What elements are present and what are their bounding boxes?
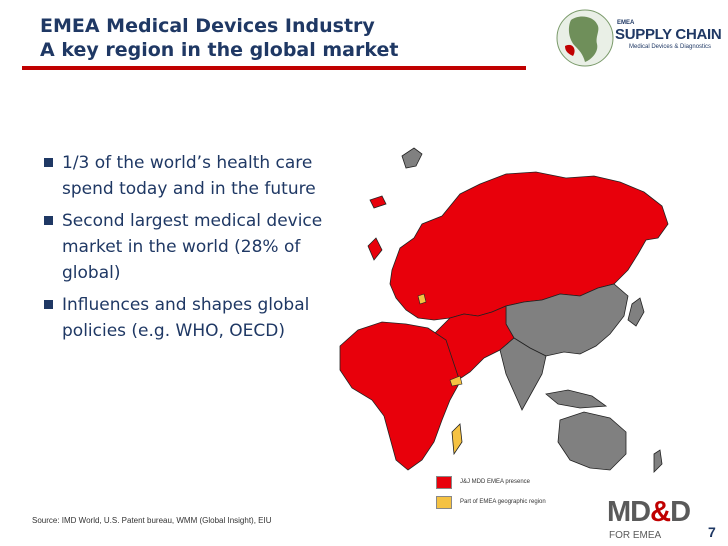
bullet-text: Second largest medical device market in … bbox=[62, 211, 323, 283]
square-bullet-icon bbox=[44, 216, 53, 225]
map-region-africa bbox=[339, 321, 461, 471]
bullet-list: 1/3 of the world’s health care spend tod… bbox=[44, 150, 334, 350]
bullet-item: Influences and shapes global policies (e… bbox=[44, 292, 334, 344]
mdd-for-emea: FOR EMEA bbox=[609, 530, 662, 541]
square-bullet-icon bbox=[44, 158, 53, 167]
logo-supply-chain-label: SUPPLY CHAIN bbox=[615, 26, 722, 43]
logo-subtitle: Medical Devices & Diagnostics bbox=[629, 44, 712, 50]
bullet-item: Second largest medical device market in … bbox=[44, 208, 334, 286]
map-region-australia bbox=[557, 411, 627, 471]
legend-label: Part of EMEA geographic region bbox=[460, 499, 546, 505]
map-region-uk bbox=[367, 237, 383, 261]
logo-emea-label: EMEA bbox=[617, 20, 635, 26]
slide-title-line2: A key region in the global market bbox=[40, 39, 399, 61]
mdd-logo: MD&D FOR EMEA bbox=[607, 496, 699, 544]
map-region-indonesia bbox=[545, 389, 608, 409]
slide-title: EMEA Medical Devices Industry A key regi… bbox=[40, 14, 398, 62]
map-region-iceland bbox=[369, 195, 387, 209]
source-note: Source: IMD World, U.S. Patent bureau, W… bbox=[32, 516, 272, 525]
map-region-madagascar bbox=[451, 423, 463, 456]
legend-label: J&J MDD EMEA presence bbox=[460, 479, 531, 485]
globe-icon bbox=[556, 9, 614, 67]
map-region-yemen bbox=[449, 375, 463, 387]
mdd-logo-text: MD&D bbox=[607, 496, 691, 529]
emea-world-map bbox=[339, 147, 669, 473]
legend-swatch-red bbox=[436, 476, 452, 489]
page-number: 7 bbox=[708, 524, 716, 540]
bullet-text: 1/3 of the world’s health care spend tod… bbox=[62, 153, 316, 199]
slide-title-line1: EMEA Medical Devices Industry bbox=[40, 15, 375, 37]
mdd-md: MD bbox=[607, 496, 651, 528]
supply-chain-logo: EMEA SUPPLY CHAIN Medical Devices & Diag… bbox=[553, 6, 723, 70]
map-region-japan bbox=[627, 297, 645, 327]
mdd-d: D bbox=[670, 496, 691, 528]
title-rule bbox=[22, 66, 526, 70]
bullet-item: 1/3 of the world’s health care spend tod… bbox=[44, 150, 334, 202]
square-bullet-icon bbox=[44, 300, 53, 309]
mdd-amp: & bbox=[650, 496, 671, 528]
map-region-balkans bbox=[417, 293, 427, 305]
map-region-europe-russia bbox=[389, 171, 669, 321]
map-region-greenland bbox=[401, 147, 423, 169]
map-region-new-zealand bbox=[653, 449, 663, 473]
legend-swatch-yellow bbox=[436, 496, 452, 509]
bullet-text: Influences and shapes global policies (e… bbox=[62, 295, 310, 341]
map-region-south-asia bbox=[499, 337, 547, 411]
